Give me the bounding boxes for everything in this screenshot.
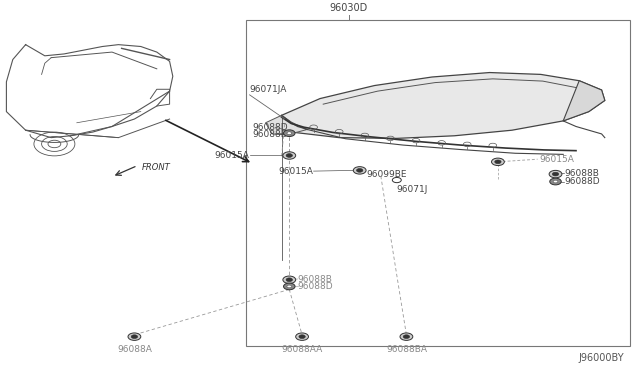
Text: 96071J: 96071J (397, 185, 428, 194)
Text: 96088B: 96088B (564, 169, 599, 178)
Bar (246, 20, 630, 346)
Text: 96088B: 96088B (298, 275, 332, 283)
Circle shape (299, 335, 305, 339)
Circle shape (283, 276, 296, 283)
Circle shape (287, 132, 292, 135)
Circle shape (356, 169, 363, 172)
Circle shape (283, 152, 296, 159)
Text: 96088B: 96088B (253, 130, 287, 139)
Circle shape (549, 170, 562, 178)
Circle shape (286, 278, 292, 282)
Circle shape (550, 178, 561, 185)
Circle shape (131, 335, 138, 339)
Circle shape (296, 333, 308, 340)
Circle shape (287, 285, 292, 288)
Circle shape (492, 158, 504, 166)
Text: 96088D: 96088D (564, 177, 600, 186)
Text: 96099BE: 96099BE (367, 170, 407, 179)
Circle shape (128, 333, 141, 340)
Circle shape (552, 172, 559, 176)
Circle shape (403, 335, 410, 339)
Text: J96000BY: J96000BY (579, 353, 624, 363)
Text: 96088A: 96088A (117, 345, 152, 354)
Text: 96088AA: 96088AA (282, 345, 323, 354)
Circle shape (353, 167, 366, 174)
Text: 96030D: 96030D (330, 3, 368, 13)
Circle shape (495, 160, 501, 164)
Polygon shape (563, 81, 605, 121)
Text: 96015A: 96015A (215, 151, 250, 160)
Text: FRONT: FRONT (142, 163, 171, 172)
Polygon shape (282, 73, 605, 138)
Text: 96015A: 96015A (539, 155, 573, 164)
Circle shape (284, 130, 295, 137)
Text: 96088D: 96088D (298, 282, 333, 291)
Polygon shape (266, 115, 307, 135)
Circle shape (400, 333, 413, 340)
Text: 96071JA: 96071JA (250, 85, 287, 94)
Circle shape (553, 180, 558, 183)
Circle shape (284, 283, 295, 290)
Text: 96088D: 96088D (253, 123, 289, 132)
Text: 96015A: 96015A (279, 167, 314, 176)
Text: 96088BA: 96088BA (386, 345, 427, 354)
Circle shape (286, 154, 292, 157)
